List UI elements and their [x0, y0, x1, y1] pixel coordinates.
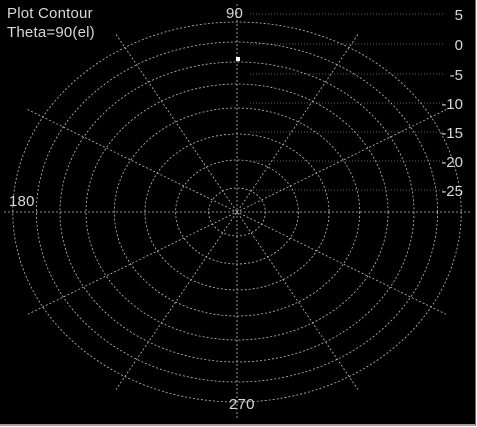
level-label: 0	[454, 37, 463, 54]
grid-spoke	[27, 109, 447, 315]
level-label: -25	[441, 183, 463, 200]
angle-label-180: 180	[9, 193, 35, 210]
plot-subtitle: Theta=90(el)	[7, 24, 95, 41]
plot-title: Plot Contour	[7, 5, 93, 22]
angle-label-270: 270	[229, 396, 255, 413]
angle-label-90: 90	[226, 5, 244, 22]
level-label: -15	[441, 125, 463, 142]
level-label: -20	[441, 154, 463, 171]
grid-ring	[113, 107, 361, 317]
level-label: -5	[449, 67, 463, 84]
level-label: -10	[441, 96, 463, 113]
marker-point	[236, 57, 240, 61]
level-label: 5	[454, 7, 463, 24]
polar-grid	[4, 4, 471, 420]
